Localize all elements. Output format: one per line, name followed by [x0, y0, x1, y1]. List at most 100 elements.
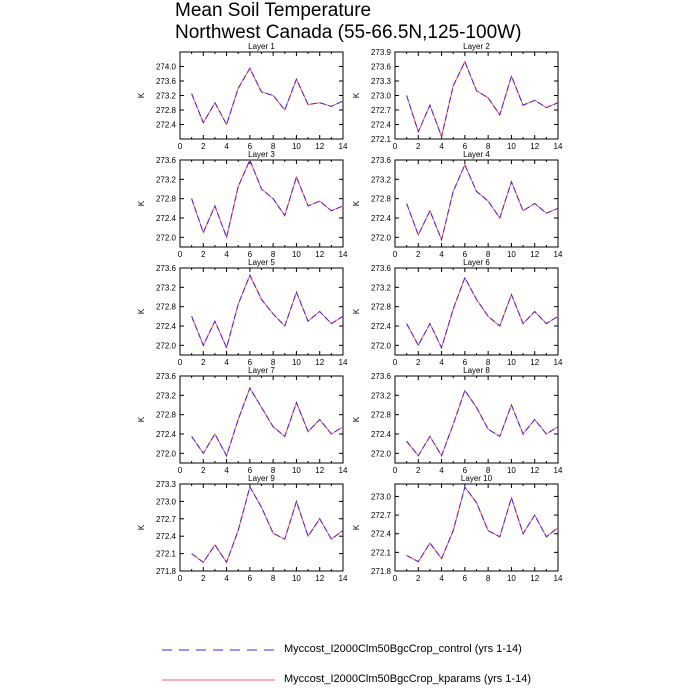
- series-line-kparams: [191, 67, 344, 126]
- x-tick-label: 14: [339, 358, 348, 367]
- y-tick-label: 272.8: [371, 411, 392, 420]
- x-tick-label: 14: [554, 466, 563, 475]
- figure-title: Mean Soil Temperature Northwest Canada (…: [175, 0, 521, 44]
- y-tick-label: 272.1: [371, 135, 392, 144]
- plot-frame: [394, 483, 559, 572]
- y-axis-label: K: [137, 200, 146, 206]
- y-tick-label: 272.1: [371, 548, 392, 557]
- y-tick-label: 273.0: [156, 497, 177, 506]
- x-tick-label: 4: [224, 250, 229, 259]
- plot-frame: [394, 51, 559, 140]
- series-line-kparams: [406, 485, 559, 563]
- x-tick-label: 0: [393, 574, 398, 583]
- layer-panel-2: Layer 2 K 0 2 4 6 8 10 12 14 272.1 272.4 272.7 273.0 2…: [352, 42, 563, 151]
- y-tick-label: 272.4: [156, 121, 177, 130]
- y-tick-label: 273.2: [156, 283, 177, 292]
- x-tick-label: 4: [439, 250, 444, 259]
- x-tick-label: 10: [292, 574, 301, 583]
- y-tick-label: 273.2: [371, 175, 392, 184]
- x-tick-label: 4: [439, 466, 444, 475]
- series-line-control: [191, 67, 344, 126]
- x-tick-label: 0: [178, 250, 183, 259]
- x-tick-label: 8: [271, 142, 276, 151]
- panel-title: Layer 8: [463, 366, 490, 375]
- layer-panel-3: Layer 3 K 0 2 4 6 8 10 12 14 272.0 272.4 272.8 273.2 2…: [137, 150, 348, 259]
- y-tick-label: 273.9: [371, 48, 392, 57]
- y-tick-label: 273.2: [156, 175, 177, 184]
- x-tick-label: 14: [339, 250, 348, 259]
- y-tick-label: 272.4: [156, 214, 177, 223]
- plot-frame: [179, 159, 344, 248]
- x-tick-label: 4: [224, 142, 229, 151]
- y-tick-label: 273.0: [371, 492, 392, 501]
- x-tick-label: 2: [416, 358, 421, 367]
- y-axis-label: K: [352, 524, 361, 530]
- y-tick-label: 273.2: [156, 391, 177, 400]
- layer-panel-1: Layer 1 K 0 2 4 6 8 10 12 14 272.4 272.8 273.2 273.6 2…: [137, 42, 348, 151]
- y-tick-label: 272.4: [371, 121, 392, 130]
- x-tick-label: 8: [486, 466, 491, 475]
- y-tick-label: 273.6: [156, 264, 177, 273]
- x-tick-label: 10: [507, 250, 516, 259]
- x-tick-label: 2: [201, 574, 206, 583]
- y-tick-label: 271.8: [371, 567, 392, 576]
- y-axis-label: K: [137, 524, 146, 530]
- y-tick-label: 272.4: [371, 530, 392, 539]
- plot-frame: [179, 375, 344, 464]
- panel-title: Layer 10: [461, 474, 493, 483]
- figure-title-line-1: Mean Soil Temperature: [175, 0, 372, 21]
- series-line-control: [406, 163, 559, 242]
- y-tick-label: 274.0: [156, 63, 177, 72]
- panel-title: Layer 9: [248, 474, 275, 483]
- series-line-control: [406, 389, 559, 457]
- series-line-kparams: [406, 389, 559, 457]
- y-axis-label: K: [352, 308, 361, 314]
- series-line-kparams: [191, 386, 344, 458]
- y-tick-label: 272.0: [156, 449, 177, 458]
- y-tick-label: 273.0: [371, 92, 392, 101]
- x-tick-label: 6: [248, 358, 253, 367]
- x-tick-label: 2: [416, 466, 421, 475]
- y-tick-label: 273.2: [156, 92, 177, 101]
- x-tick-label: 10: [292, 466, 301, 475]
- x-tick-label: 2: [201, 466, 206, 475]
- plot-frame: [179, 51, 344, 140]
- panel-title: Layer 3: [248, 150, 275, 159]
- x-tick-label: 8: [271, 250, 276, 259]
- series-line-control: [406, 276, 559, 350]
- y-tick-label: 272.0: [371, 341, 392, 350]
- x-tick-label: 10: [292, 358, 301, 367]
- x-tick-label: 8: [486, 358, 491, 367]
- panel-title: Layer 6: [463, 258, 490, 267]
- y-tick-label: 272.4: [156, 430, 177, 439]
- x-tick-label: 8: [271, 466, 276, 475]
- panel-title: Layer 5: [248, 258, 275, 267]
- x-tick-label: 8: [271, 358, 276, 367]
- y-tick-label: 272.8: [371, 195, 392, 204]
- y-tick-label: 273.6: [371, 264, 392, 273]
- y-tick-label: 272.0: [156, 341, 177, 350]
- x-tick-label: 6: [463, 574, 468, 583]
- x-tick-label: 12: [530, 358, 539, 367]
- x-tick-label: 12: [315, 574, 324, 583]
- x-tick-label: 2: [201, 142, 206, 151]
- y-tick-label: 272.0: [371, 449, 392, 458]
- y-tick-label: 272.4: [371, 214, 392, 223]
- y-tick-label: 273.6: [371, 372, 392, 381]
- y-axis-label: K: [352, 416, 361, 422]
- x-tick-label: 0: [178, 466, 183, 475]
- x-tick-label: 0: [178, 358, 183, 367]
- series-line-kparams: [191, 158, 344, 240]
- x-tick-label: 12: [315, 466, 324, 475]
- layer-panel-6: Layer 6 K 0 2 4 6 8 10 12 14 272.0 272.4 272.8 273.2 2…: [352, 258, 563, 367]
- x-tick-label: 10: [507, 142, 516, 151]
- x-tick-label: 6: [463, 250, 468, 259]
- y-tick-label: 273.3: [371, 77, 392, 86]
- y-tick-label: 272.4: [156, 532, 177, 541]
- layer-panel-4: Layer 4 K 0 2 4 6 8 10 12 14 272.0 272.4 272.8 273.2 2…: [352, 150, 563, 259]
- x-tick-label: 12: [530, 574, 539, 583]
- y-tick-label: 273.6: [156, 77, 177, 86]
- x-tick-label: 14: [554, 250, 563, 259]
- panel-title: Layer 7: [248, 366, 275, 375]
- y-axis-label: K: [352, 200, 361, 206]
